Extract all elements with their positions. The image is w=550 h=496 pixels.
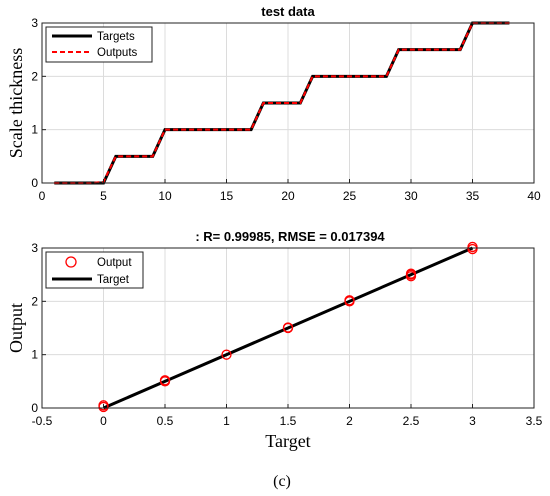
output-point (282, 322, 294, 333)
x-tick-label: 0 (39, 189, 46, 203)
chart-test-data: test data 0 5 10 15 20 25 30 35 40 0 1 2 3 Scale thi… (6, 4, 541, 203)
chart-title: : R= 0.99985, RMSE = 0.017394 (195, 229, 385, 244)
y-tick-label: 2 (31, 69, 38, 83)
x-tick-label: 1 (223, 414, 230, 428)
output-point (405, 268, 417, 279)
legend-swatch-output (65, 256, 77, 268)
output-point (467, 241, 478, 253)
x-tick-label: 3 (469, 414, 476, 428)
y-tick-label: 2 (31, 294, 38, 308)
y-axis-label: Output (6, 303, 26, 353)
legend: Targets Outputs (45, 26, 153, 63)
x-axis-label: Target (265, 431, 310, 451)
y-axis-label: Scale thickness (6, 48, 26, 158)
legend-label-outputs: Outputs (97, 47, 138, 59)
series-layer (54, 21, 510, 185)
x-tick-label: 10 (158, 189, 172, 203)
y-tick-label: 0 (31, 176, 38, 190)
y-tick-label: 0 (31, 401, 38, 415)
x-tick-label: 30 (404, 189, 418, 203)
x-tick-label: 2 (346, 414, 353, 428)
legend-label-output: Output (97, 257, 132, 269)
legend-label-target: Target (97, 274, 130, 286)
chart-regression: : R= 0.99985, RMSE = 0.017394 -0.5 0 0.5 1 1… (6, 229, 543, 451)
x-tick-label: 5 (100, 189, 107, 203)
x-tick-label: 15 (220, 189, 234, 203)
tick-labels: 0 5 10 15 20 25 30 35 40 0 1 2 3 (31, 16, 541, 203)
output-point (221, 349, 232, 360)
chart-title: test data (261, 4, 315, 19)
legend-label-targets: Targets (97, 31, 135, 43)
series-line-outputs (54, 22, 510, 184)
legend-box (45, 251, 144, 289)
output-point (159, 375, 171, 386)
legend-box (45, 26, 153, 63)
y-tick-label: 1 (31, 123, 38, 137)
x-tick-label: 2.5 (403, 414, 420, 428)
target-line (102, 246, 474, 410)
output-point (98, 400, 109, 411)
x-tick-label: 25 (343, 189, 357, 203)
y-tick-label: 1 (31, 348, 38, 362)
x-tick-label: 40 (527, 189, 541, 203)
series-layer (98, 241, 478, 413)
x-tick-label: 3.5 (526, 414, 543, 428)
x-tick-label: 35 (466, 189, 480, 203)
x-tick-label: 20 (281, 189, 295, 203)
y-tick-label: 3 (31, 16, 38, 30)
x-tick-label: 1.5 (280, 414, 297, 428)
x-tick-label: 0.5 (157, 414, 174, 428)
x-tick-label: -0.5 (32, 414, 53, 428)
x-tick-label: 0 (100, 414, 107, 428)
legend: Output Target (45, 251, 144, 289)
output-point (344, 295, 355, 306)
figure-caption: (c) (273, 473, 291, 490)
y-tick-label: 3 (31, 241, 38, 255)
